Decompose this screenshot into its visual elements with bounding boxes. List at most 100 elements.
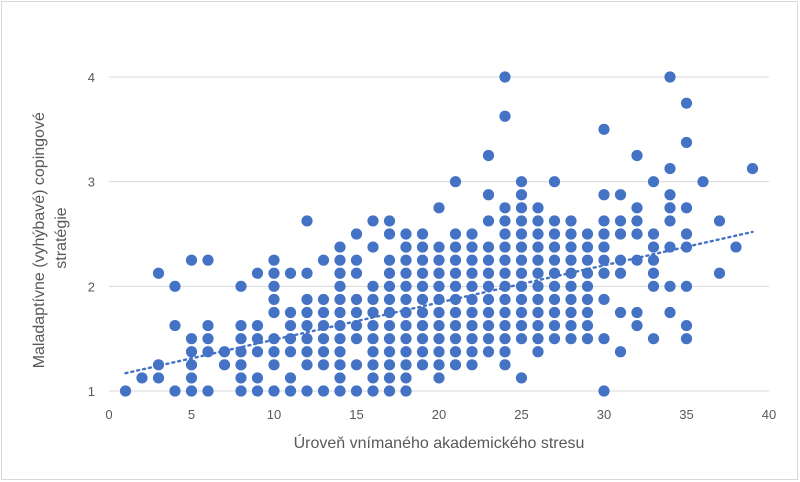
data-point — [334, 346, 346, 358]
data-point — [631, 149, 643, 162]
data-point — [301, 293, 313, 306]
data-point — [367, 385, 379, 397]
data-point — [515, 372, 528, 384]
data-point — [515, 202, 528, 214]
data-point — [499, 254, 511, 266]
data-point — [548, 215, 561, 227]
data-point — [548, 241, 561, 253]
data-point — [499, 110, 511, 122]
data-point — [449, 359, 462, 371]
data-point — [515, 176, 528, 188]
data-point — [532, 202, 544, 214]
data-point — [482, 280, 495, 292]
data-point — [334, 385, 346, 397]
data-point — [202, 319, 214, 332]
data-point — [647, 254, 660, 266]
data-point — [532, 254, 544, 266]
data-point — [367, 215, 379, 227]
data-point — [581, 280, 594, 292]
data-point — [334, 293, 346, 306]
data-point — [284, 267, 297, 279]
data-point — [598, 228, 610, 240]
data-point — [565, 280, 577, 292]
data-point — [433, 319, 445, 332]
data-point — [680, 333, 693, 345]
data-point — [268, 359, 280, 371]
data-point — [301, 267, 313, 279]
data-point — [235, 333, 247, 345]
data-point — [482, 254, 495, 266]
data-point — [433, 280, 445, 292]
data-point — [565, 306, 577, 319]
data-point — [664, 280, 676, 292]
data-point — [548, 228, 561, 240]
data-point — [334, 333, 346, 345]
x-tick-label: 20 — [432, 407, 446, 422]
data-point — [416, 280, 429, 292]
data-point — [185, 254, 198, 266]
data-point — [598, 293, 610, 306]
data-point — [301, 385, 313, 397]
data-point — [532, 228, 544, 240]
data-point — [433, 202, 445, 214]
data-point — [499, 267, 511, 279]
data-point — [482, 149, 495, 162]
data-point — [383, 254, 396, 266]
data-point — [482, 293, 495, 306]
data-point — [251, 319, 264, 332]
data-point — [499, 333, 511, 345]
data-point — [680, 319, 693, 332]
data-point — [680, 202, 693, 214]
data-point — [284, 319, 297, 332]
data-point — [664, 215, 676, 227]
data-point — [367, 372, 379, 384]
data-point — [350, 385, 363, 397]
data-point — [466, 333, 478, 345]
data-point — [367, 319, 379, 332]
data-point — [367, 293, 379, 306]
data-point — [185, 359, 198, 371]
data-point — [119, 385, 132, 397]
data-point — [515, 215, 528, 227]
data-point — [499, 319, 511, 332]
data-point — [284, 372, 297, 384]
data-point — [515, 189, 528, 201]
data-point — [466, 280, 478, 292]
data-point — [301, 333, 313, 345]
data-point — [136, 372, 148, 384]
y-axis-title-line-1: Maladaptívne (vyhýbavé) copingové — [31, 112, 48, 368]
data-point — [680, 97, 693, 109]
data-point — [268, 346, 280, 358]
data-point — [598, 254, 610, 266]
data-point — [449, 306, 462, 319]
data-point — [218, 359, 231, 371]
x-axis-title: Úroveň vnímaného akademického stresu — [294, 433, 585, 452]
x-tick-label: 5 — [188, 407, 195, 422]
data-point — [400, 333, 412, 345]
data-point — [647, 241, 660, 253]
data-point — [713, 267, 726, 279]
data-point — [466, 241, 478, 253]
data-point — [202, 254, 214, 266]
data-point — [581, 228, 594, 240]
data-point — [598, 241, 610, 253]
data-point — [400, 385, 412, 397]
data-point — [268, 267, 280, 279]
data-point — [350, 293, 363, 306]
data-point — [614, 267, 627, 279]
data-point — [680, 136, 693, 149]
data-point — [202, 385, 214, 397]
data-point — [433, 346, 445, 358]
data-point — [548, 267, 561, 279]
data-point — [185, 372, 198, 384]
data-point — [416, 267, 429, 279]
data-point — [268, 385, 280, 397]
data-point — [532, 241, 544, 253]
y-tick-label: 3 — [88, 175, 95, 190]
y-axis-title-line-2: stratégie — [53, 207, 70, 268]
data-point — [433, 359, 445, 371]
data-point — [400, 228, 412, 240]
data-point — [433, 254, 445, 266]
data-point — [334, 280, 346, 292]
